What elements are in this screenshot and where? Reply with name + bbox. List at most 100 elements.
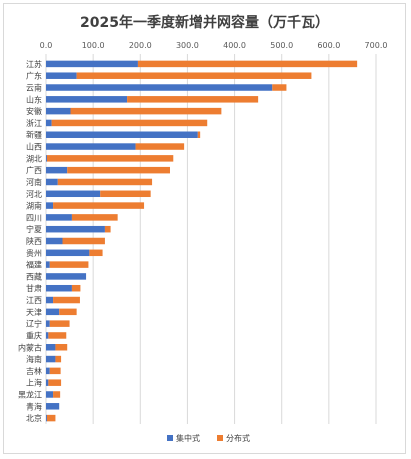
bar-segment xyxy=(51,119,208,127)
legend-swatch xyxy=(217,435,223,441)
category-label: 青海 xyxy=(26,401,42,411)
bar-segment xyxy=(67,166,170,174)
bar-segment xyxy=(46,249,90,257)
category-label: 山东 xyxy=(26,94,42,104)
bar-segment xyxy=(46,107,71,115)
bar-segment xyxy=(89,249,103,257)
category-label: 河北 xyxy=(26,189,42,199)
x-tick-label: 200.0 xyxy=(129,41,152,50)
category-label: 辽宁 xyxy=(26,319,42,329)
category-label: 安徽 xyxy=(26,106,42,116)
legend-label: 分布式 xyxy=(226,433,250,443)
x-tick-label: 400.0 xyxy=(223,41,246,50)
bar-segment xyxy=(53,202,145,209)
bar-segment xyxy=(272,84,287,91)
category-label: 湖北 xyxy=(26,154,42,163)
category-label: 宁夏 xyxy=(26,224,42,234)
category-label: 福建 xyxy=(26,260,42,270)
category-label: 天津 xyxy=(26,307,42,317)
bar-segment xyxy=(57,178,153,186)
category-label: 浙江 xyxy=(26,118,42,128)
category-label: 吉林 xyxy=(26,366,42,376)
legend-swatch xyxy=(167,435,173,441)
category-label: 贵州 xyxy=(26,248,42,258)
x-tick-label: 600.0 xyxy=(317,41,340,50)
bar-segment xyxy=(55,355,62,363)
bar-segment xyxy=(46,60,138,68)
bar-segment xyxy=(100,190,151,198)
category-label: 广西 xyxy=(26,165,42,175)
bar-segment xyxy=(49,320,70,327)
bar-series xyxy=(46,60,358,422)
legend-label: 集中式 xyxy=(176,433,200,443)
bar-segment xyxy=(46,214,72,221)
category-label: 西藏 xyxy=(26,271,42,281)
bar-segment xyxy=(46,296,54,304)
x-tick-label: 700.0 xyxy=(365,41,388,50)
category-label: 四川 xyxy=(26,213,42,222)
bar-segment xyxy=(76,72,312,79)
category-label: 广东 xyxy=(26,71,42,81)
bar-segment xyxy=(46,143,136,150)
bar-segment xyxy=(46,96,128,103)
bar-segment xyxy=(46,344,56,351)
bar-segment xyxy=(46,414,56,422)
bar-segment xyxy=(46,261,50,268)
x-tick-label: 100.0 xyxy=(82,41,105,50)
bar-segment xyxy=(46,178,58,186)
bar-segment xyxy=(55,344,68,351)
category-label: 江苏 xyxy=(26,59,42,69)
x-tick-label: 500.0 xyxy=(270,41,293,50)
category-label: 江西 xyxy=(26,296,42,305)
legend: 集中式 分布式 xyxy=(167,433,250,443)
category-label: 湖南 xyxy=(26,201,42,211)
bar-segment xyxy=(46,332,49,339)
bar-segment xyxy=(49,367,61,375)
bar-segment xyxy=(46,391,54,398)
chart-frame: 2025年一季度新增并网容量（万千瓦） 0.0 100.0 200.0 300.0 40… xyxy=(3,3,406,454)
bar-segment xyxy=(70,107,222,115)
bar-segment xyxy=(46,131,198,138)
bar-segment xyxy=(46,403,60,410)
bar-segment xyxy=(46,72,77,79)
bar-segment xyxy=(46,155,174,162)
bar-segment xyxy=(49,261,89,268)
bar-segment xyxy=(46,414,47,422)
category-label: 黑龙江 xyxy=(18,389,42,399)
bar-segment xyxy=(48,379,62,386)
bar-segment xyxy=(46,119,52,127)
category-label: 山西 xyxy=(26,142,42,152)
bar-segment xyxy=(46,166,68,174)
bar-segment xyxy=(71,214,118,221)
bar-segment xyxy=(46,367,50,375)
bar-segment xyxy=(53,296,80,304)
bar-segment xyxy=(46,237,63,245)
bar-segment xyxy=(46,155,47,162)
x-tick-label: 300.0 xyxy=(176,41,199,50)
bar-segment xyxy=(127,96,259,103)
category-label: 上海 xyxy=(26,378,42,388)
bar-segment xyxy=(46,355,56,363)
category-label: 海南 xyxy=(26,354,42,364)
x-tick-label: 0.0 xyxy=(40,41,53,50)
bar-segment xyxy=(48,332,67,339)
bar-segment xyxy=(53,391,61,398)
bar-segment xyxy=(46,202,54,209)
bar-segment xyxy=(46,320,50,327)
bar-segment xyxy=(46,84,273,91)
bar-segment xyxy=(62,237,105,245)
category-label: 云南 xyxy=(26,83,42,93)
bar-segment xyxy=(46,308,60,316)
bar-segment xyxy=(137,60,358,68)
y-axis-categories: 江苏广东云南山东安徽浙江新疆山西湖北广西河南河北湖南四川宁夏陕西贵州福建西藏甘肃… xyxy=(18,59,42,423)
category-label: 北京 xyxy=(26,413,42,423)
bar-segment xyxy=(197,131,201,138)
bar-segment xyxy=(71,284,81,292)
bar-segment xyxy=(46,379,49,386)
category-label: 陕西 xyxy=(26,236,42,246)
x-axis-ticks: 0.0 100.0 200.0 300.0 400.0 500.0 600.0 700.0 xyxy=(40,41,388,50)
chart-title: 2025年一季度新增并网容量（万千瓦） xyxy=(80,15,329,31)
bar-segment xyxy=(59,308,77,316)
category-label: 河南 xyxy=(26,177,42,187)
category-label: 重庆 xyxy=(26,330,42,340)
